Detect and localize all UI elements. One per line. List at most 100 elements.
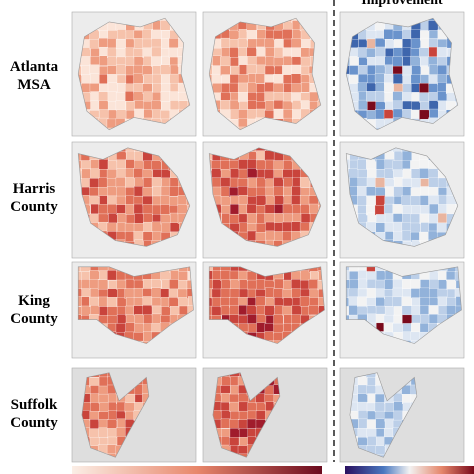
tract [151, 177, 162, 188]
tract [246, 213, 258, 224]
tract [401, 296, 412, 307]
tract [90, 168, 101, 179]
tract [375, 288, 386, 299]
tract [282, 305, 293, 316]
tract [115, 100, 126, 111]
tract [177, 204, 188, 215]
tract [151, 297, 162, 308]
tract [402, 92, 413, 103]
tract [229, 214, 240, 225]
tract [142, 305, 153, 316]
tract [410, 279, 421, 290]
tract [393, 47, 404, 58]
tract [89, 393, 101, 404]
tract [220, 270, 231, 281]
tract [264, 150, 275, 161]
tract [142, 296, 153, 307]
tract [274, 47, 285, 58]
tract [178, 280, 189, 291]
tract [357, 47, 368, 58]
tract [247, 314, 258, 325]
tract [291, 38, 302, 49]
tract [81, 83, 92, 94]
tract [446, 271, 457, 282]
tract [383, 109, 395, 120]
tract [299, 195, 311, 206]
tract [116, 109, 127, 120]
tract [142, 29, 153, 40]
tract [357, 186, 368, 197]
tract [376, 454, 387, 458]
tract [169, 73, 180, 85]
tract [308, 279, 319, 290]
tract [89, 39, 100, 50]
tract [357, 159, 368, 170]
tract [229, 82, 240, 94]
tract [134, 213, 145, 224]
tract [177, 288, 188, 299]
tract [89, 64, 100, 75]
tract [419, 92, 430, 103]
tract [81, 168, 92, 179]
tract [107, 288, 118, 299]
tract [264, 82, 275, 93]
tract [160, 195, 171, 206]
tract [151, 279, 162, 290]
tract [255, 73, 266, 84]
tract [291, 279, 302, 290]
tract [178, 297, 189, 308]
tract [237, 82, 249, 93]
row-label: Suffolk County [10, 397, 58, 431]
tract [419, 213, 430, 224]
tract [142, 204, 153, 215]
tract [292, 204, 303, 215]
tract [402, 65, 413, 76]
tract [90, 402, 101, 413]
tract [375, 91, 386, 102]
tract [246, 47, 257, 58]
tract [282, 203, 293, 215]
tract [99, 109, 110, 120]
tract [78, 74, 82, 85]
tract [392, 91, 403, 102]
tract [384, 39, 396, 50]
tract [383, 428, 395, 439]
tract [125, 177, 136, 188]
tract [299, 177, 311, 188]
tract [273, 177, 284, 188]
tract [134, 323, 145, 334]
tract [98, 91, 109, 102]
tract [429, 108, 440, 120]
tract [221, 376, 232, 386]
tract [107, 204, 118, 215]
tract [282, 109, 294, 120]
tract [265, 47, 276, 58]
tract [375, 445, 386, 456]
tract [357, 428, 368, 439]
tract [264, 331, 275, 342]
tract [106, 419, 118, 430]
row-label: King County [10, 293, 58, 327]
tract [168, 288, 179, 299]
colorbar [72, 466, 322, 474]
tract [419, 83, 430, 94]
column-header: Improvement [361, 0, 443, 8]
tract [247, 168, 258, 179]
tract [161, 306, 172, 317]
tract [392, 221, 404, 233]
tract [348, 296, 359, 307]
tract [98, 37, 109, 49]
tract [411, 205, 422, 216]
tract [229, 305, 240, 316]
tract [160, 204, 171, 215]
tract [151, 100, 162, 111]
tract [428, 314, 440, 325]
tract [366, 186, 377, 197]
tract [106, 297, 118, 308]
tract [89, 419, 100, 430]
tract [367, 436, 378, 446]
tract [220, 288, 231, 299]
tract [256, 64, 267, 75]
tract [375, 46, 386, 57]
tract [142, 231, 153, 242]
